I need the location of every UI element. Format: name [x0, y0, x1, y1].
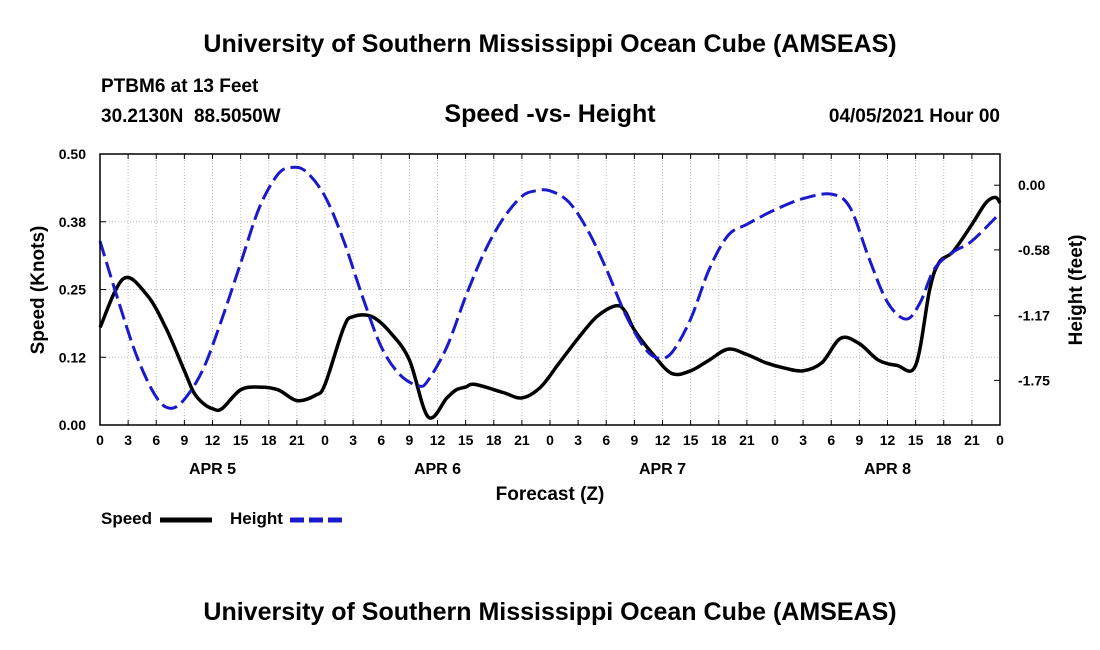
legend-speed-label: Speed: [101, 509, 153, 528]
footer-title: University of Southern Mississippi Ocean…: [203, 598, 897, 626]
x-tick-label: 0: [321, 432, 329, 448]
x-tick-label: 21: [739, 432, 755, 448]
y-axis-right-label: Height (feet): [1066, 235, 1087, 346]
x-tick-label: 15: [233, 432, 249, 448]
x-tick-label: 18: [261, 432, 277, 448]
series-layer: [98, 165, 1002, 420]
x-tick-label: 0: [771, 432, 779, 448]
grid-layer: [100, 154, 1000, 425]
x-tick-label: 9: [630, 432, 638, 448]
x-tick-label: 3: [124, 432, 132, 448]
x-tick-label: 18: [486, 432, 502, 448]
x-tick-label: 9: [180, 432, 188, 448]
x-tick-label: 9: [405, 432, 413, 448]
x-tick-label: 21: [514, 432, 530, 448]
x-tick-label: 21: [289, 432, 305, 448]
x-tick-label: 6: [377, 432, 385, 448]
legend-height-label: Height: [230, 509, 283, 528]
x-tick-label: 6: [602, 432, 610, 448]
x-day-label: APR 8: [864, 461, 911, 478]
x-tick-label: 9: [855, 432, 863, 448]
x-tick-label: 12: [430, 432, 446, 448]
y-right-tick-label: 0.00: [1018, 177, 1045, 193]
y-right-tick-label: -1.75: [1018, 372, 1050, 388]
y-right-tick-label: -1.17: [1018, 308, 1050, 324]
x-tick-label: 15: [908, 432, 924, 448]
y-axis-left-label: Speed (Knots): [28, 226, 49, 355]
y-left-tick-label: 0.38: [59, 214, 86, 230]
x-tick-label: 12: [655, 432, 671, 448]
x-day-label: APR 5: [189, 461, 236, 478]
x-tick-label: 3: [349, 432, 357, 448]
x-tick-label: 6: [827, 432, 835, 448]
y-right-tick-label: -0.58: [1018, 242, 1050, 258]
main-title: University of Southern Mississippi Ocean…: [203, 30, 897, 58]
y-left-tick-label: 0.12: [59, 349, 86, 365]
x-tick-label: 0: [996, 432, 1004, 448]
x-tick-label: 21: [964, 432, 980, 448]
station-label: PTBM6 at 13 Feet: [101, 76, 259, 97]
x-tick-label: 3: [799, 432, 807, 448]
x-tick-label: 12: [880, 432, 896, 448]
tick-layer: 0 3 6 9 12 15 18 21 0 3 6 9 12 15 18 21 0 3 6 9 12 15 18 21 0 3 6 9…: [59, 146, 1050, 478]
x-tick-label: 15: [683, 432, 699, 448]
x-axis-label: Forecast (Z): [496, 484, 605, 505]
coordinates-label: 30.2130N 88.5050W: [101, 106, 281, 127]
x-day-label: APR 7: [639, 461, 686, 478]
x-tick-label: 12: [205, 432, 221, 448]
y-left-tick-label: 0.50: [59, 146, 86, 162]
x-tick-label: 3: [574, 432, 582, 448]
height-series-line: [98, 165, 1002, 410]
x-tick-label: 0: [546, 432, 554, 448]
forecast-datetime: 04/05/2021 Hour 00: [828, 106, 1000, 127]
y-left-tick-label: 0.25: [59, 282, 86, 298]
chart-subtitle: Speed -vs- Height: [444, 100, 656, 128]
x-tick-label: 0: [96, 432, 104, 448]
x-day-label: APR 6: [414, 461, 461, 478]
x-tick-label: 18: [936, 432, 952, 448]
x-tick-label: 6: [152, 432, 160, 448]
speed-series-line: [98, 195, 1002, 420]
x-tick-label: 18: [711, 432, 727, 448]
y-left-tick-label: 0.00: [59, 417, 86, 433]
x-tick-label: 15: [458, 432, 474, 448]
